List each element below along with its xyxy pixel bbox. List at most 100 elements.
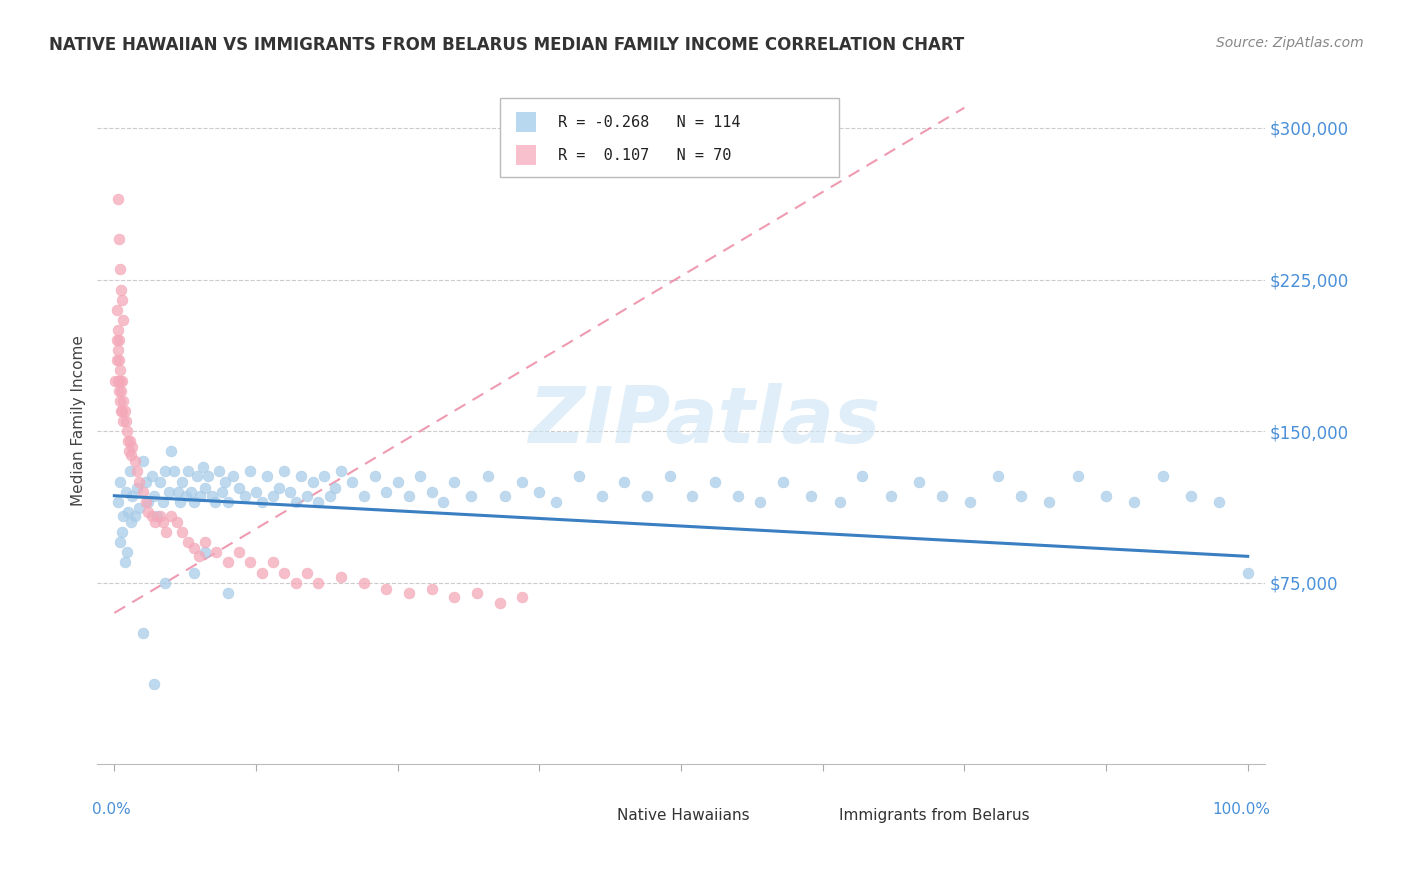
Point <box>135 495 157 509</box>
Point <box>432 495 454 509</box>
Point <box>245 484 267 499</box>
Point <box>115 424 138 438</box>
Point <box>190 489 212 503</box>
Point <box>204 495 226 509</box>
Point <box>152 515 174 529</box>
Point <box>138 505 160 519</box>
Point <box>613 475 636 489</box>
Point <box>125 481 148 495</box>
Point <box>318 489 340 503</box>
Point <box>1095 489 1118 503</box>
Point <box>420 484 443 499</box>
Point <box>217 585 239 599</box>
Point <box>108 393 131 408</box>
Point <box>194 535 217 549</box>
Point <box>828 495 851 509</box>
Point <box>111 404 134 418</box>
Point <box>494 489 516 503</box>
Point <box>115 545 138 559</box>
Point <box>131 626 153 640</box>
Point <box>177 535 200 549</box>
Point <box>250 495 273 509</box>
Point <box>174 489 197 503</box>
Point <box>110 283 132 297</box>
Point <box>546 495 568 509</box>
Point <box>120 448 142 462</box>
Point <box>112 393 135 408</box>
Point <box>727 489 749 503</box>
Point <box>375 582 398 596</box>
Point <box>239 465 262 479</box>
Point <box>375 484 398 499</box>
Point <box>124 454 146 468</box>
Point <box>880 489 903 503</box>
Text: Source: ZipAtlas.com: Source: ZipAtlas.com <box>1216 36 1364 50</box>
Point <box>295 489 318 503</box>
Text: 100.0%: 100.0% <box>1212 802 1271 817</box>
Text: Immigrants from Belarus: Immigrants from Belarus <box>838 808 1029 823</box>
Y-axis label: Median Family Income: Median Family Income <box>72 335 86 507</box>
Point <box>1180 489 1202 503</box>
Point <box>591 727 613 741</box>
Point <box>160 444 183 458</box>
Point <box>108 475 131 489</box>
Point <box>172 475 194 489</box>
Point <box>465 585 488 599</box>
Point <box>488 596 510 610</box>
Point <box>353 489 375 503</box>
Point <box>420 582 443 596</box>
Point <box>342 475 364 489</box>
Point <box>131 454 153 468</box>
Point <box>325 481 347 495</box>
Point <box>108 353 131 368</box>
Point <box>591 489 613 503</box>
Point <box>214 475 236 489</box>
Point <box>166 515 188 529</box>
Point <box>278 484 301 499</box>
Point <box>262 555 284 569</box>
Point <box>568 468 591 483</box>
FancyBboxPatch shape <box>501 98 838 177</box>
Point <box>460 489 482 503</box>
Point <box>120 434 142 449</box>
Point <box>117 434 139 449</box>
Point <box>157 484 180 499</box>
Point <box>112 508 135 523</box>
Point <box>114 414 136 428</box>
Point <box>262 489 284 503</box>
Point <box>1152 468 1174 483</box>
Point <box>114 404 136 418</box>
Point <box>160 508 183 523</box>
Point <box>105 353 128 368</box>
Point <box>256 468 278 483</box>
Point <box>959 495 981 509</box>
Point <box>169 495 191 509</box>
Point <box>152 495 174 509</box>
Point <box>197 468 219 483</box>
Point <box>443 475 465 489</box>
Point <box>104 374 127 388</box>
Point <box>194 545 217 559</box>
Point <box>143 515 166 529</box>
Point <box>512 475 534 489</box>
Point <box>330 569 353 583</box>
Point <box>177 465 200 479</box>
Point <box>800 489 823 503</box>
Point <box>749 495 772 509</box>
Point <box>120 515 142 529</box>
Point <box>112 414 135 428</box>
Point <box>398 585 420 599</box>
Point <box>143 676 166 690</box>
Point <box>149 508 172 523</box>
Point <box>114 484 136 499</box>
Text: R =  0.107   N = 70: R = 0.107 N = 70 <box>558 147 733 162</box>
Point <box>1038 495 1060 509</box>
Point <box>1067 468 1090 483</box>
Point <box>112 313 135 327</box>
Point <box>117 505 139 519</box>
Point <box>163 465 186 479</box>
Point <box>124 508 146 523</box>
Point <box>330 465 353 479</box>
Point <box>121 440 143 454</box>
Point <box>806 727 828 741</box>
